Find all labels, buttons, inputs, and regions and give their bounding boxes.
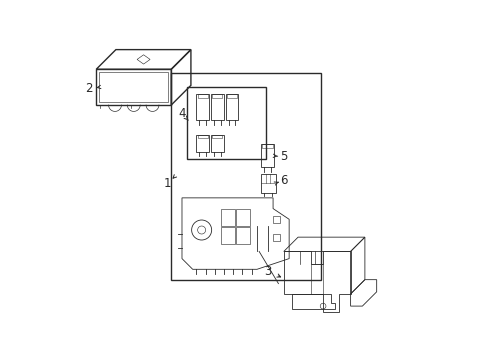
Bar	[196, 135, 209, 152]
Bar	[196, 94, 209, 120]
Text: 6: 6	[280, 174, 287, 186]
Bar	[187, 87, 265, 158]
Bar	[225, 94, 238, 120]
Text: 2: 2	[85, 82, 93, 95]
Bar	[272, 234, 279, 241]
Text: 1: 1	[163, 177, 171, 190]
Bar	[171, 73, 321, 280]
Bar	[212, 135, 222, 138]
Bar	[210, 135, 224, 152]
Bar	[197, 135, 207, 138]
Bar	[236, 227, 249, 244]
Text: 5: 5	[280, 150, 287, 163]
Bar	[226, 94, 237, 98]
Text: 3: 3	[264, 265, 271, 278]
Bar	[210, 94, 224, 120]
Bar	[260, 174, 275, 193]
Bar	[272, 216, 279, 223]
Text: 4: 4	[178, 107, 185, 120]
Bar	[221, 208, 234, 226]
Bar	[236, 208, 249, 226]
Bar	[262, 144, 272, 148]
Bar	[221, 227, 234, 244]
Bar	[197, 94, 207, 98]
Bar	[212, 94, 222, 98]
Bar	[260, 144, 274, 167]
